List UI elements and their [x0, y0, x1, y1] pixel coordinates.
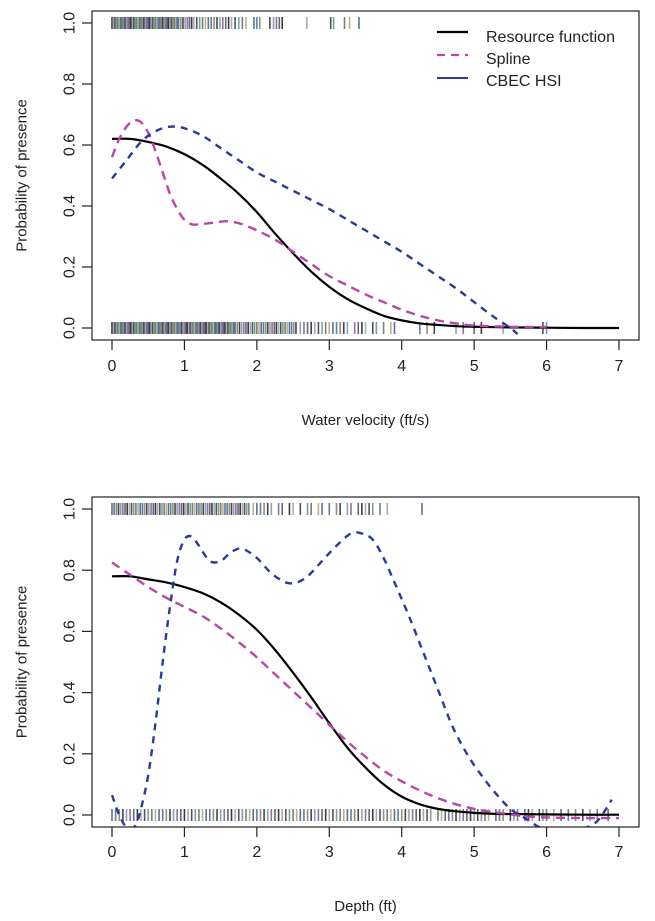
velocity-series-cbec-hsi — [111, 125, 519, 336]
velocity-y-tick-label: 0.2 — [62, 256, 79, 278]
depth-series — [110, 531, 620, 827]
legend-label-resource-function: Resource function — [486, 29, 615, 46]
velocity-y-axis: 0.0 0.2 0.4 0.6 0.8 1.0 — [62, 12, 92, 339]
depth-x-tick-label: 6 — [542, 844, 551, 861]
velocity-plot-frame — [91, 10, 640, 341]
depth-x-axis-title: Depth (ft) — [334, 898, 397, 915]
velocity-y-tick-label: 0.6 — [62, 134, 79, 156]
depth-y-tick-label: 0.2 — [62, 743, 79, 765]
depth-panel: 0 1 2 3 4 5 6 7 0.0 0.2 0.4 0.6 0.8 1.0 Depth (ft) P… — [14, 496, 640, 915]
velocity-x-tick-label: 1 — [180, 358, 189, 375]
velocity-panel: 0 1 2 3 4 5 6 7 0.0 0.2 0.4 0.6 0.8 1.0 Water veloci… — [14, 10, 640, 429]
depth-series-resource-function — [111, 574, 620, 816]
velocity-x-tick-label: 4 — [397, 358, 406, 375]
velocity-y-tick-label: 0.0 — [62, 317, 79, 339]
velocity-x-tick-label: 3 — [325, 358, 334, 375]
velocity-rug — [111, 17, 548, 334]
depth-y-tick-label: 0.8 — [62, 559, 79, 581]
depth-x-tick-label: 2 — [252, 844, 261, 861]
velocity-x-tick-label: 7 — [615, 358, 624, 375]
depth-y-tick-label: 0.0 — [62, 804, 79, 826]
velocity-y-tick-label: 0.4 — [62, 195, 79, 217]
depth-x-tick-label: 5 — [470, 844, 479, 861]
legend-label-cbec-hsi: CBEC HSI — [486, 73, 562, 90]
depth-x-tick-label: 4 — [397, 844, 406, 861]
legend: Resource function Spline CBEC HSI — [437, 29, 615, 90]
depth-y-axis: 0.0 0.2 0.4 0.6 0.8 1.0 — [62, 498, 92, 826]
legend-label-spline: Spline — [486, 51, 531, 68]
depth-y-tick-label: 0.4 — [62, 681, 79, 703]
velocity-y-axis-title: Probability of presence — [14, 99, 31, 252]
velocity-series-spline — [110, 119, 547, 329]
depth-x-tick-label: 0 — [108, 844, 117, 861]
depth-y-tick-label: 0.6 — [62, 620, 79, 642]
velocity-y-tick-label: 0.8 — [62, 73, 79, 95]
velocity-series-resource-function — [111, 137, 620, 330]
depth-x-tick-label: 1 — [180, 844, 189, 861]
depth-x-tick-label: 3 — [325, 844, 334, 861]
velocity-x-axis-title: Water velocity (ft/s) — [302, 412, 430, 429]
depth-x-tick-label: 7 — [615, 844, 624, 861]
velocity-x-tick-label: 0 — [108, 358, 117, 375]
velocity-x-tick-label: 2 — [252, 358, 261, 375]
depth-plot-frame — [91, 496, 640, 828]
depth-series-spline — [111, 561, 620, 820]
velocity-x-axis: 0 1 2 3 4 5 6 7 — [108, 340, 624, 375]
depth-y-tick-label: 1.0 — [62, 498, 79, 520]
depth-y-axis-title: Probability of presence — [14, 586, 31, 739]
depth-rug — [111, 503, 609, 821]
velocity-series — [110, 119, 620, 336]
velocity-x-tick-label: 6 — [542, 358, 551, 375]
velocity-x-tick-label: 5 — [470, 358, 479, 375]
depth-x-axis: 0 1 2 3 4 5 6 7 — [108, 827, 624, 861]
velocity-y-tick-label: 1.0 — [62, 12, 79, 34]
depth-series-cbec-hsi — [110, 531, 613, 827]
